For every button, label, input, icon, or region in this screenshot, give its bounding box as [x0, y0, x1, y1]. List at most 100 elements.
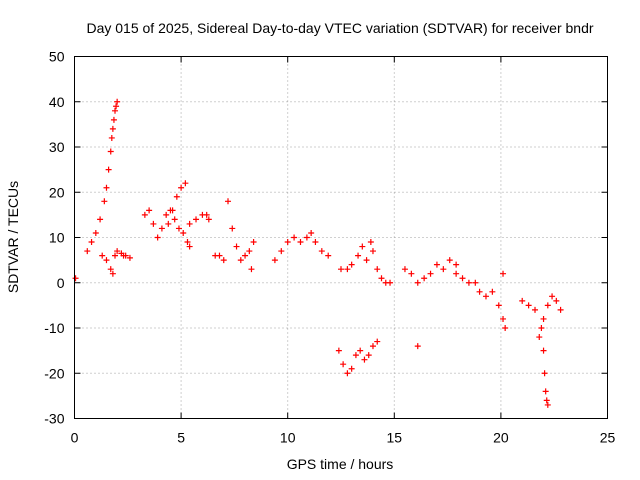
y-tick-label: 30	[49, 139, 65, 155]
data-point	[193, 216, 200, 223]
y-tick-label: 10	[49, 230, 65, 246]
data-point	[171, 216, 178, 223]
data-point	[186, 243, 193, 250]
data-point	[540, 347, 547, 354]
data-point	[178, 184, 185, 191]
data-point	[88, 239, 95, 246]
x-tick-label: 20	[493, 430, 509, 446]
data-point	[536, 334, 543, 341]
data-point	[378, 275, 385, 282]
x-axis-label: GPS time / hours	[287, 456, 394, 472]
y-tick-label: 0	[57, 275, 65, 291]
data-point	[502, 325, 509, 331]
data-point	[495, 302, 502, 309]
data-point	[525, 302, 532, 309]
data-point	[433, 261, 440, 268]
data-point	[489, 288, 496, 295]
data-point	[110, 116, 117, 123]
axis-ticks: 0 5 10 15 20 25 -30 -20 -10 0 10 20 30 40 50	[44, 49, 615, 446]
series-arc-i	[335, 338, 381, 377]
grid	[74, 56, 608, 419]
data-point	[421, 275, 428, 282]
data-point	[225, 198, 232, 205]
x-tick-label: 15	[387, 430, 403, 446]
y-tick-label: -30	[44, 411, 64, 427]
series-arc-g	[271, 229, 332, 264]
data-point	[163, 211, 170, 218]
y-tick-label: 50	[49, 49, 65, 65]
data-point	[92, 229, 99, 236]
data-point	[446, 257, 453, 264]
data-point	[113, 103, 120, 110]
data-point	[186, 220, 193, 227]
data-point	[173, 193, 180, 200]
x-tick-label: 10	[280, 430, 296, 446]
data-point	[401, 266, 408, 273]
data-point	[108, 134, 115, 141]
data-point	[150, 220, 157, 227]
data-point	[414, 279, 421, 286]
series-arc-b	[99, 248, 133, 277]
data-point	[72, 275, 79, 282]
data-point	[154, 234, 161, 241]
data-point	[141, 211, 148, 218]
data-point	[248, 266, 255, 273]
data-point	[182, 180, 189, 187]
data-point	[318, 248, 325, 255]
chart-title: Day 015 of 2025, Sidereal Day-to-day VTE…	[86, 20, 593, 36]
data-point	[297, 239, 304, 246]
y-tick-label: -10	[44, 320, 64, 336]
data-point	[361, 356, 368, 363]
data-point	[303, 234, 310, 241]
data-point	[557, 306, 564, 313]
data-point	[205, 216, 212, 223]
data-point	[344, 266, 351, 273]
data-point	[114, 98, 121, 105]
data-point	[180, 229, 187, 236]
y-tick-label: 20	[49, 184, 65, 200]
data-point	[109, 125, 116, 132]
data-point	[357, 347, 364, 354]
data-point	[387, 279, 394, 286]
data-point	[101, 198, 108, 205]
data-point	[365, 352, 372, 359]
data-point	[440, 266, 447, 273]
data-point	[453, 270, 460, 277]
y-tick-label: 40	[49, 94, 65, 110]
data-point	[246, 248, 253, 255]
data-point	[414, 343, 421, 350]
data-point	[344, 370, 351, 377]
data-point	[427, 270, 434, 277]
data-point	[543, 397, 550, 404]
data-point	[374, 338, 381, 345]
data-point	[312, 239, 319, 246]
data-point	[325, 252, 332, 259]
data-point	[233, 243, 240, 250]
data-point	[348, 365, 355, 372]
data-point	[544, 302, 551, 309]
data-point	[500, 315, 507, 322]
data-point	[352, 352, 359, 359]
data-point	[109, 270, 116, 277]
x-tick-label: 0	[71, 430, 79, 446]
data-point	[541, 370, 548, 377]
data-point	[482, 293, 489, 300]
series-isolated	[72, 216, 507, 350]
data-point	[544, 401, 551, 408]
data-point	[553, 297, 560, 304]
series-arc-e	[186, 211, 210, 227]
data-point	[549, 293, 556, 300]
data-point	[216, 252, 223, 259]
data-point	[335, 347, 342, 354]
data-point	[103, 257, 110, 264]
data-point	[367, 239, 374, 246]
y-tick-label: -20	[44, 365, 64, 381]
data-point	[472, 279, 479, 286]
series-arc-h	[338, 239, 394, 286]
data-point	[165, 220, 172, 227]
data-point	[359, 243, 366, 250]
data-point	[308, 229, 315, 236]
data-point	[291, 234, 298, 241]
data-point	[519, 297, 526, 304]
